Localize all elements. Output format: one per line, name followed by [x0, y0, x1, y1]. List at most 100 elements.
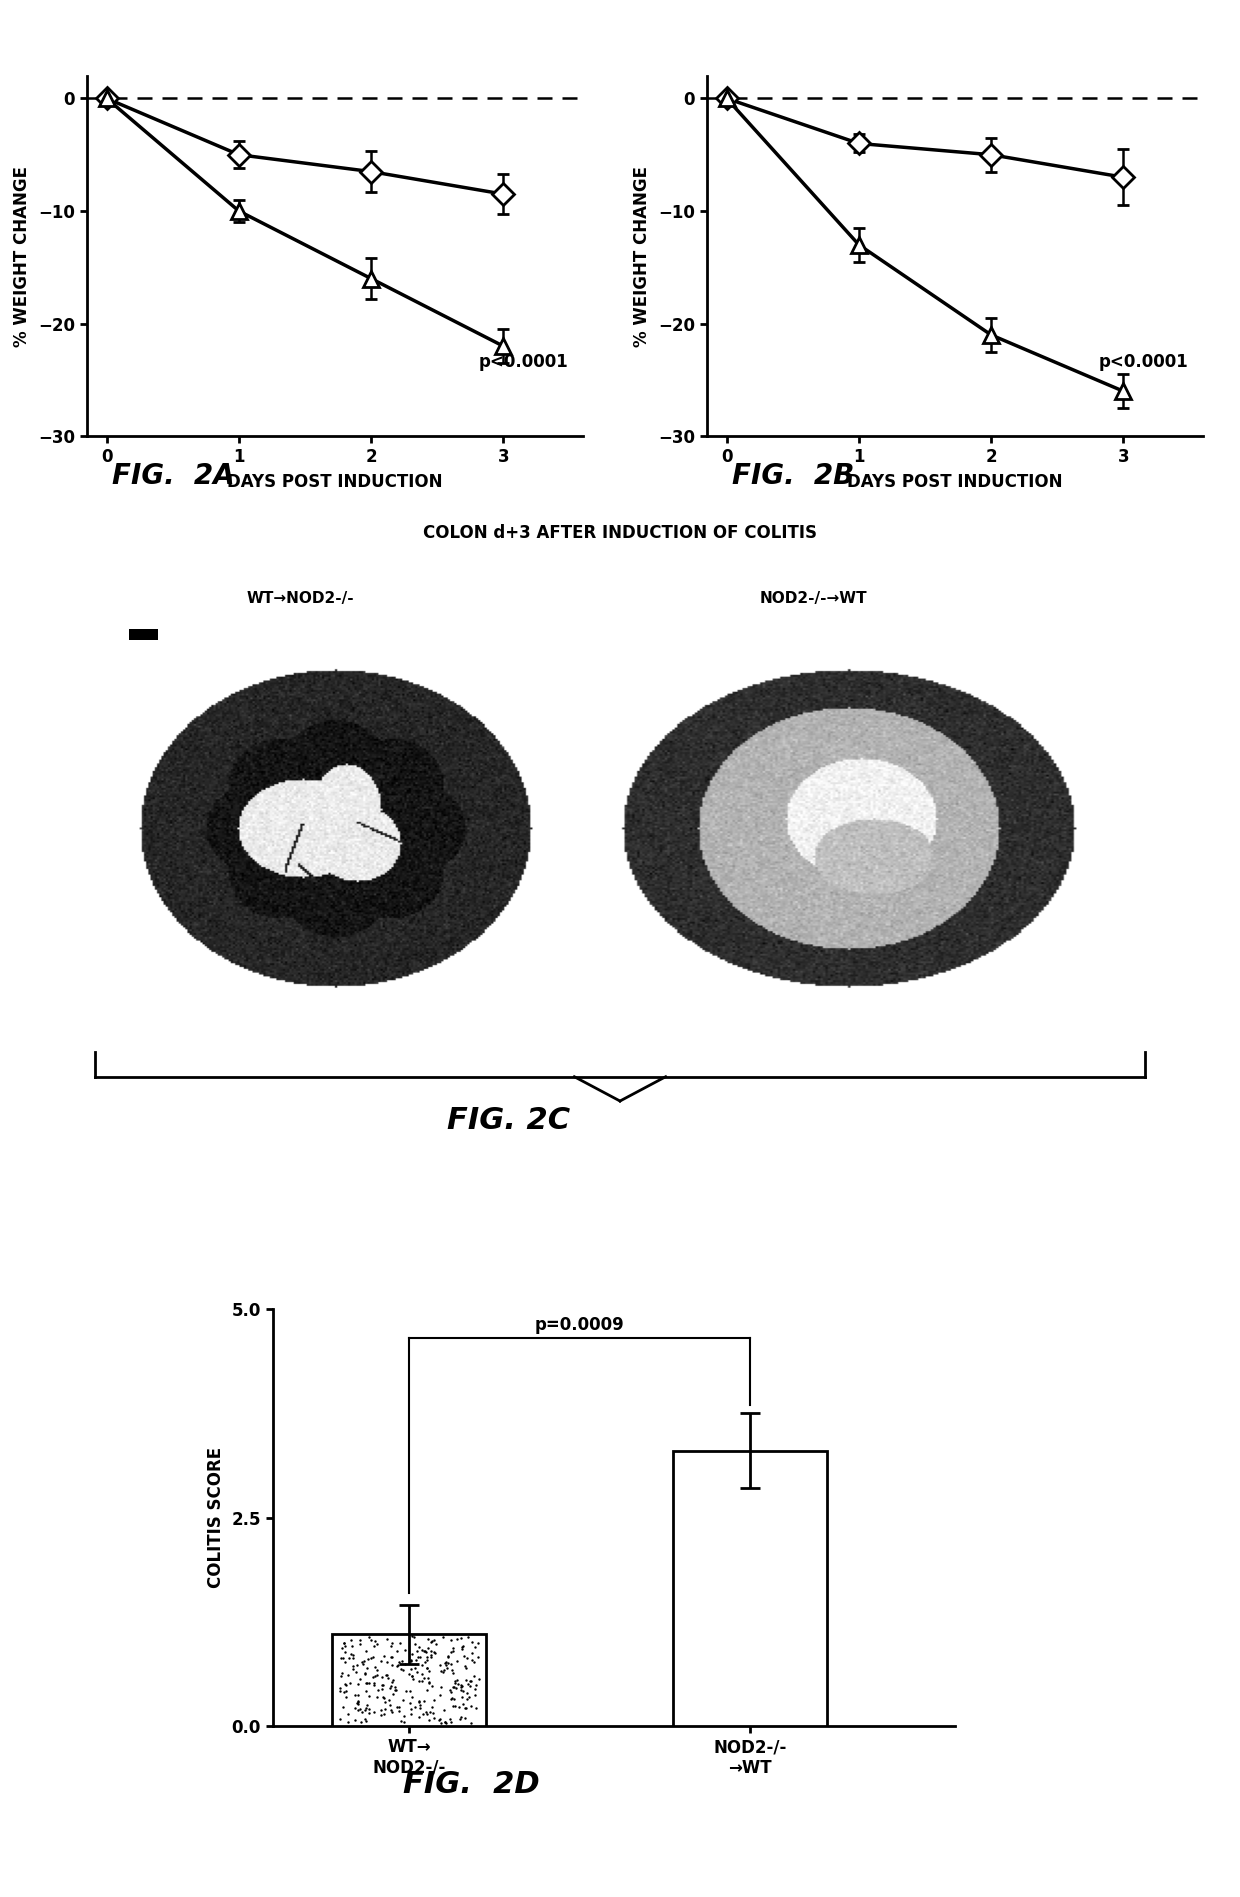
Text: NOD2-/-→WT: NOD2-/-→WT [760, 592, 868, 607]
Point [413, 1698, 433, 1728]
Point [397, 1675, 417, 1705]
Text: FIG.  2D: FIG. 2D [403, 1770, 539, 1798]
Point [367, 1681, 387, 1711]
Point [409, 1686, 429, 1717]
Point [425, 1639, 445, 1669]
Y-axis label: COLITIS SCORE: COLITIS SCORE [207, 1447, 224, 1588]
Point [345, 1694, 365, 1724]
Point [357, 1667, 377, 1698]
Point [372, 1669, 392, 1700]
Point [356, 1677, 376, 1707]
Point [444, 1690, 464, 1721]
Point [376, 1660, 396, 1690]
Point [438, 1648, 458, 1679]
Point [382, 1643, 402, 1673]
Point [382, 1628, 402, 1658]
X-axis label: DAYS POST INDUCTION: DAYS POST INDUCTION [227, 472, 443, 491]
Point [407, 1635, 427, 1666]
Point [412, 1650, 432, 1681]
Point [404, 1692, 424, 1722]
Point [355, 1704, 374, 1734]
Point [424, 1637, 444, 1667]
Point [424, 1704, 444, 1734]
Point [341, 1624, 361, 1654]
Point [465, 1673, 485, 1704]
Point [451, 1702, 471, 1732]
Point [358, 1643, 378, 1673]
Point [441, 1677, 461, 1707]
Point [365, 1631, 384, 1662]
Point [356, 1635, 376, 1666]
Point [381, 1631, 401, 1662]
Point [458, 1679, 477, 1709]
Point [453, 1630, 472, 1660]
Text: FIG.  2A: FIG. 2A [112, 461, 234, 489]
Point [336, 1681, 356, 1711]
Point [456, 1664, 476, 1694]
Point [336, 1675, 356, 1705]
Point [459, 1669, 479, 1700]
Point [440, 1675, 460, 1705]
Point [466, 1669, 486, 1700]
Point [460, 1666, 480, 1696]
Point [419, 1667, 439, 1698]
Point [451, 1669, 471, 1700]
Point [441, 1683, 461, 1713]
Point [424, 1685, 444, 1715]
Point [404, 1622, 424, 1652]
Point [455, 1704, 475, 1734]
Text: COLON d+3 AFTER INDUCTION OF COLITIS: COLON d+3 AFTER INDUCTION OF COLITIS [423, 524, 817, 543]
Point [409, 1686, 429, 1717]
Point [388, 1650, 408, 1681]
Point [330, 1675, 350, 1705]
Point [463, 1637, 482, 1667]
Point [386, 1675, 405, 1705]
Point [335, 1669, 355, 1700]
Point [361, 1643, 381, 1673]
Point [399, 1658, 419, 1688]
Point [448, 1624, 467, 1654]
Text: p<0.0001: p<0.0001 [1099, 353, 1188, 372]
Point [334, 1692, 353, 1722]
Point [444, 1658, 464, 1688]
Point [347, 1688, 367, 1719]
Point [420, 1698, 440, 1728]
Point [347, 1648, 367, 1679]
Point [393, 1654, 413, 1685]
Point [419, 1664, 439, 1694]
Point [334, 1677, 353, 1707]
Point [365, 1698, 384, 1728]
Point [348, 1679, 368, 1709]
Point [461, 1690, 481, 1721]
Point [363, 1643, 383, 1673]
Point [448, 1645, 467, 1675]
Point [463, 1628, 482, 1658]
Point [409, 1702, 429, 1732]
Point [451, 1622, 471, 1652]
Point [360, 1681, 379, 1711]
Point [332, 1643, 352, 1673]
Point [466, 1694, 486, 1724]
Point [453, 1677, 472, 1707]
Point [408, 1641, 428, 1671]
Point [368, 1675, 388, 1705]
Point [430, 1707, 450, 1738]
Point [371, 1645, 391, 1675]
Point [460, 1671, 480, 1702]
Point [351, 1626, 371, 1656]
Bar [129, 628, 157, 639]
Point [355, 1647, 374, 1677]
Point [394, 1635, 414, 1666]
Point [464, 1662, 484, 1692]
Point [355, 1660, 374, 1690]
Point [352, 1696, 372, 1726]
Point [441, 1648, 461, 1679]
Point [401, 1647, 420, 1677]
Point [414, 1637, 434, 1667]
Point [336, 1669, 356, 1700]
Point [455, 1694, 475, 1724]
Point [351, 1707, 371, 1738]
Point [440, 1707, 460, 1738]
Point [351, 1694, 371, 1724]
Point [394, 1648, 414, 1679]
